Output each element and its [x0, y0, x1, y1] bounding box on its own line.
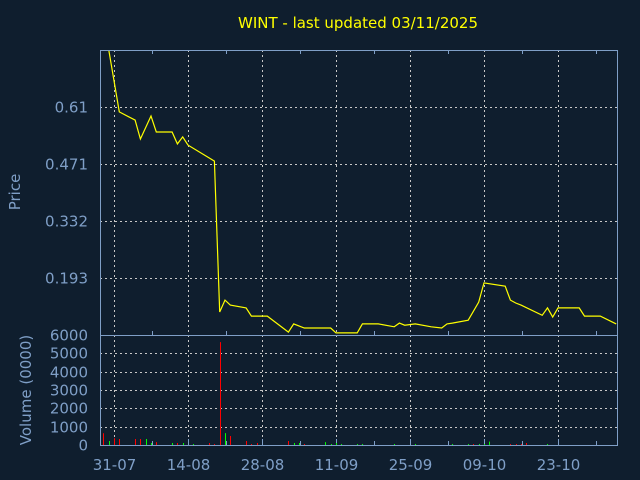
x-tick-label: 09-10	[463, 456, 507, 474]
price-line	[108, 50, 617, 334]
volume-tick-label: 3000	[50, 382, 88, 400]
volume-panel-frame	[100, 335, 618, 446]
price-tick-label: 0.193	[45, 270, 88, 288]
volume-tick-label: 0	[78, 437, 88, 455]
volume-tick-label: 6000	[50, 327, 88, 345]
volume-tick-label: 4000	[50, 364, 88, 382]
x-tick-label: 23-10	[537, 456, 581, 474]
price-tick-label: 0.332	[45, 213, 88, 231]
chart-title: WINT - last updated 03/11/2025	[237, 14, 478, 32]
volume-tick-label: 2000	[50, 400, 88, 418]
x-tick-label: 28-08	[241, 456, 285, 474]
volume-axis-label: Volume (0000)	[17, 335, 35, 445]
price-axis-label: Price	[6, 174, 24, 211]
volume-tick-label: 1000	[50, 419, 88, 437]
x-tick-label: 14-08	[167, 456, 211, 474]
volume-tick-label: 5000	[50, 345, 88, 363]
x-tick-label: 11-09	[315, 456, 359, 474]
x-tick-label: 25-09	[389, 456, 433, 474]
price-tick-label: 0.471	[45, 156, 88, 174]
price-panel-frame	[100, 50, 618, 336]
x-tick-label: 31-07	[93, 456, 137, 474]
price-tick-label: 0.61	[55, 99, 88, 117]
